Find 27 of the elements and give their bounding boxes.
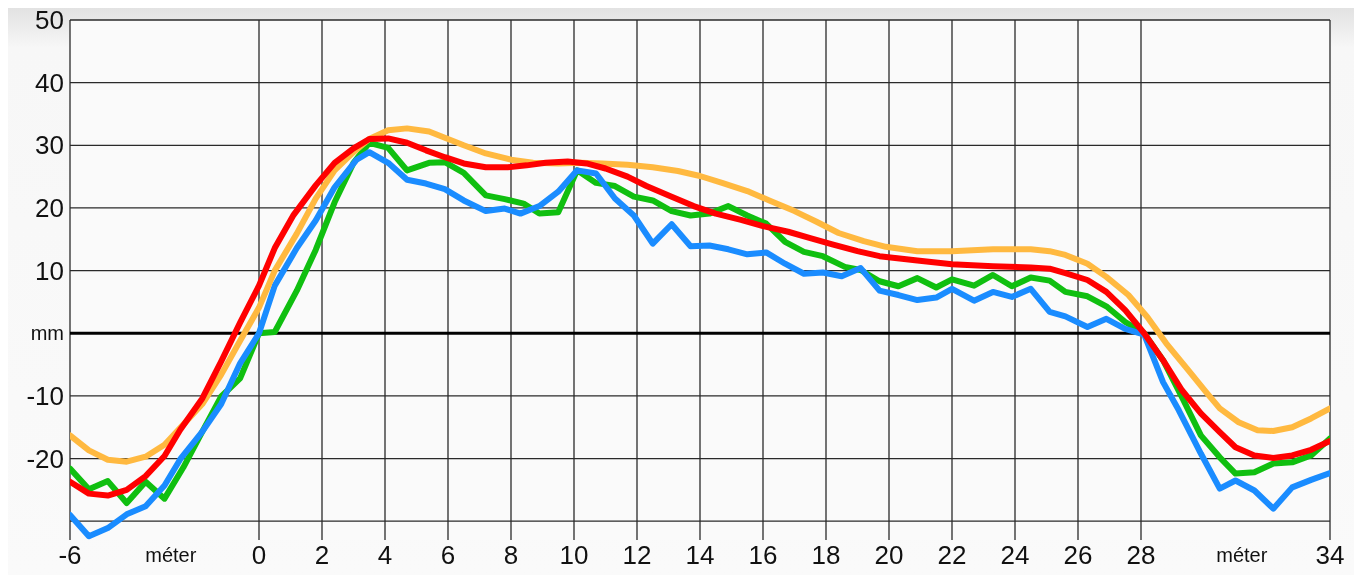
x-tick-label: 4 [377,540,393,571]
y-tick-label: 10 [35,255,64,286]
x-tick-label: 16 [748,540,778,571]
x-tick-label: 8 [503,540,519,571]
y-tick-label: -10 [26,381,64,411]
x-tick-label: 14 [685,540,715,571]
x-tick-label: 10 [559,540,589,571]
x-tick-label: 18 [811,540,841,571]
x-tick-label: 34 [1315,540,1345,571]
y-tick-label: 40 [35,67,64,98]
y-tick-label: 30 [35,130,64,161]
x-tick-label: 28 [1126,540,1156,571]
x-tick-label: 26 [1063,540,1093,571]
x-tick-label: 24 [1000,540,1030,571]
x-tick-label: méter [1216,544,1268,566]
y-tick-label: 50 [35,5,64,36]
y-tick-label: 20 [35,193,64,224]
x-tick-label: 2 [314,540,330,571]
x-tick-label: 12 [622,540,652,571]
x-tick-label: 22 [937,540,967,571]
x-tick-label: -6 [58,540,82,571]
x-tick-label: méter [145,544,197,566]
x-tick-label: 0 [251,540,267,571]
y-tick-label: -20 [26,443,64,474]
x-tick-label: 6 [440,540,456,571]
y-tick-label: mm [30,322,64,345]
x-tick-label: 20 [874,540,904,571]
